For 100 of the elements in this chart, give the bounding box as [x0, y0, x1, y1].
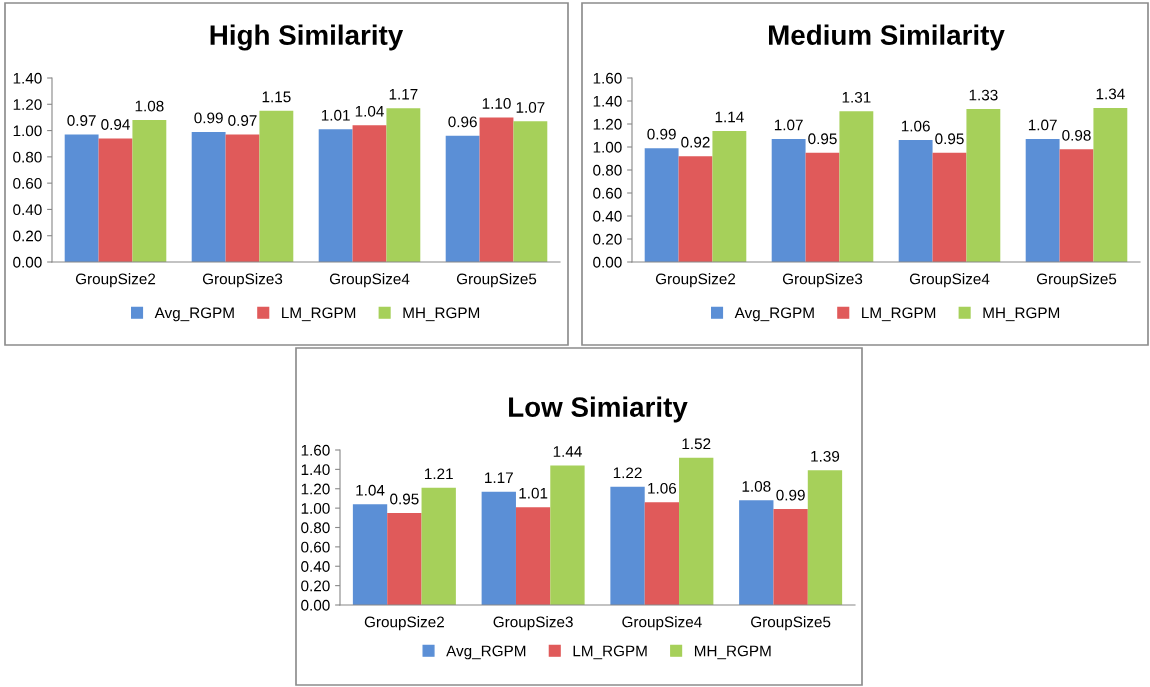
x-tick-label: GroupSize5: [751, 616, 831, 631]
chart-title: Low Simiarity: [509, 396, 688, 423]
bar: [481, 491, 516, 605]
y-tick-label: 1.60: [593, 72, 622, 84]
bar: [259, 110, 294, 262]
x-tick-label: GroupSize4: [622, 616, 702, 631]
data-label: 1.34: [1096, 88, 1125, 100]
data-label: 0.97: [67, 115, 96, 126]
y-tick-label: 0.60: [301, 541, 330, 553]
y-tick-label: 0.60: [13, 178, 42, 189]
legend-label: LM_RGPM: [282, 307, 356, 322]
y-tick-label: 1.60: [301, 444, 330, 456]
bar: [479, 117, 514, 262]
chart-title: High Similarity: [210, 24, 404, 51]
bar: [644, 148, 679, 262]
y-tick-label: 0.80: [13, 151, 42, 163]
data-label: 1.14: [715, 111, 744, 123]
x-tick-label: GroupSize2: [655, 273, 736, 288]
bar: [898, 140, 933, 262]
bar: [550, 465, 585, 605]
y-tick-label: 1.20: [301, 483, 330, 495]
bar: [839, 111, 874, 262]
data-label: 1.21: [425, 468, 453, 480]
bar: [352, 125, 387, 262]
data-label: 1.01: [519, 487, 548, 499]
bar: [807, 470, 843, 605]
legend-label: Avg_RGPM: [154, 307, 234, 322]
data-label: 1.33: [969, 89, 998, 101]
bar: [966, 109, 1001, 262]
bar: [352, 504, 388, 605]
bar: [805, 152, 840, 262]
y-tick-label: 1.40: [593, 95, 622, 107]
data-label: 1.44: [553, 446, 582, 457]
x-tick-label: GroupSize5: [456, 273, 537, 288]
data-label: 0.99: [647, 128, 676, 140]
data-label: 1.15: [262, 91, 291, 103]
chart-title: Medium Similarity: [769, 24, 1005, 51]
bar: [739, 500, 774, 605]
bar: [610, 486, 645, 605]
data-label: 0.99: [194, 112, 223, 124]
data-label: 0.99: [776, 489, 805, 501]
data-label: 0.94: [101, 119, 130, 130]
data-label: 1.39: [811, 450, 840, 462]
data-label: 1.06: [648, 482, 677, 494]
x-tick-label: GroupSize4: [329, 273, 410, 288]
x-tick-label: GroupSize2: [364, 616, 444, 631]
data-label: 1.04: [355, 105, 384, 117]
data-label: 1.17: [389, 88, 418, 100]
y-tick-label: 0.20: [593, 233, 622, 245]
bar: [1093, 107, 1128, 262]
data-label: 0.95: [935, 133, 964, 145]
data-label: 1.06: [901, 120, 930, 132]
bar: [932, 152, 967, 262]
x-tick-label: GroupSize3: [202, 273, 283, 288]
bar: [421, 487, 456, 605]
data-label: 1.10: [482, 98, 511, 109]
y-tick-label: 1.20: [13, 99, 42, 110]
bar: [1059, 149, 1094, 262]
bar: [387, 512, 422, 605]
data-label: 0.95: [808, 133, 837, 145]
bar: [445, 135, 480, 262]
y-tick-label: 0.20: [301, 580, 330, 592]
data-label: 1.01: [321, 109, 350, 121]
data-label: 0.96: [448, 116, 477, 128]
x-tick-label: GroupSize3: [493, 616, 573, 631]
legend-label: MH_RGPM: [403, 307, 480, 322]
x-tick-label: GroupSize4: [909, 273, 990, 288]
y-tick-label: 1.40: [301, 464, 330, 476]
bar: [191, 131, 226, 262]
legend-label: MH_RGPM: [694, 645, 771, 660]
y-tick-label: 1.40: [13, 72, 42, 84]
y-tick-label: 0.40: [301, 561, 330, 572]
legend-label: Avg_RGPM: [446, 645, 526, 660]
x-tick-label: GroupSize5: [1036, 273, 1117, 288]
y-tick-label: 1.00: [13, 125, 42, 137]
y-tick-label: 0.00: [593, 256, 622, 268]
data-label: 1.07: [774, 119, 803, 131]
bar: [64, 134, 99, 262]
data-label: 1.22: [613, 467, 642, 479]
x-tick-label: GroupSize2: [75, 273, 156, 288]
legend-label: LM_RGPM: [573, 645, 647, 660]
data-label: 1.07: [1028, 119, 1057, 131]
y-tick-label: 1.00: [593, 141, 622, 153]
legend-label: Avg_RGPM: [734, 307, 814, 322]
y-tick-label: 0.00: [301, 599, 330, 611]
bar: [98, 138, 133, 262]
y-tick-label: 0.20: [13, 230, 42, 242]
data-label: 0.98: [1062, 129, 1091, 141]
y-tick-label: 0.00: [13, 256, 42, 268]
y-tick-label: 0.40: [593, 210, 622, 222]
data-label: 1.17: [485, 472, 513, 483]
bar: [678, 156, 713, 262]
data-label: 1.04: [356, 484, 385, 496]
y-tick-label: 0.60: [593, 187, 622, 199]
y-tick-label: 1.00: [301, 502, 330, 514]
data-label: 0.92: [681, 136, 710, 148]
y-tick-label: 0.80: [593, 164, 622, 176]
bar: [712, 130, 747, 262]
bar: [225, 134, 260, 262]
data-label: 1.31: [842, 91, 871, 103]
